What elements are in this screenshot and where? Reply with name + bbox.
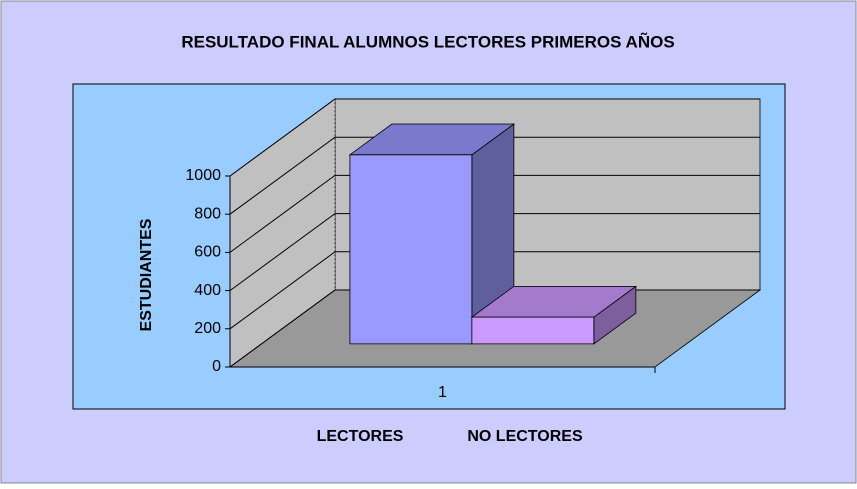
y-axis-label: ESTUDIANTES — [138, 218, 155, 331]
grid-line — [229, 98, 760, 177]
legend-label: LECTORES — [317, 428, 404, 445]
y-tick-label: 600 — [194, 244, 221, 261]
y-tick-label: 200 — [194, 320, 221, 337]
chart-title: RESULTADO FINAL ALUMNOS LECTORES PRIMERO… — [181, 31, 674, 51]
grid-line — [229, 136, 760, 215]
legend-label: NO LECTORES — [467, 428, 583, 445]
grid-line — [229, 174, 760, 253]
grid-line — [229, 251, 760, 330]
y-tick-label: 1000 — [185, 167, 221, 184]
x-tick-label: 1 — [438, 384, 447, 401]
bar — [349, 154, 473, 345]
bar — [471, 316, 595, 345]
y-tick-label: 400 — [194, 282, 221, 299]
y-tick-label: 0 — [212, 358, 221, 375]
grid-line — [229, 213, 760, 292]
y-tick-label: 800 — [194, 205, 221, 222]
